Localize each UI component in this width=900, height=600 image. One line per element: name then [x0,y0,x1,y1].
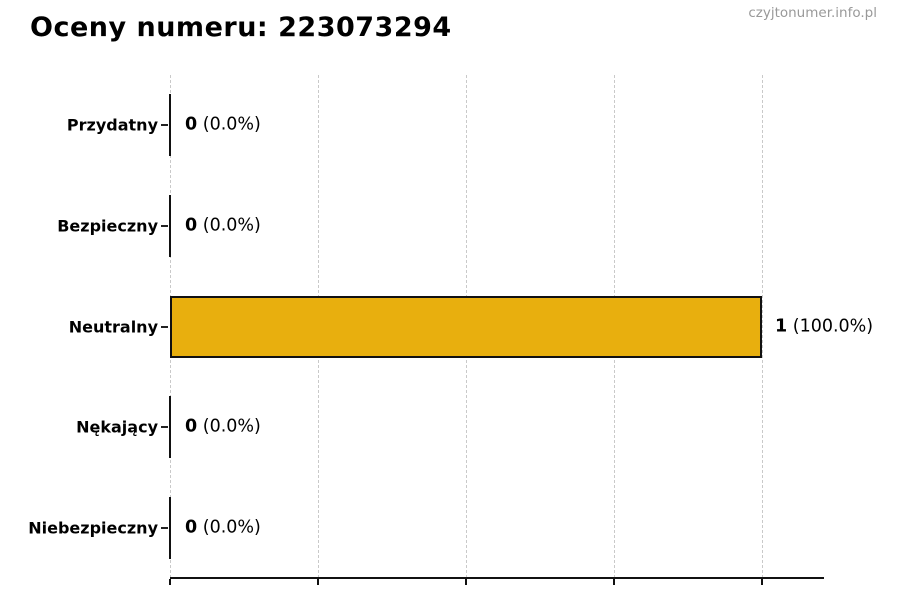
x-axis-tick [317,579,319,585]
bar-neutralny [170,295,762,358]
gridline [761,75,763,578]
zero-bar-nękający [169,396,171,459]
category-label: Neutralny [68,317,158,336]
value-count: 0 [185,215,198,236]
x-axis-tick [169,579,171,585]
category-label: Bezpieczny [57,216,158,236]
category-label: Niebezpieczny [28,518,158,538]
chart-title: Oceny numeru: 223073294 [30,12,452,43]
zero-bar-niebezpieczny [169,496,171,559]
value-label: 0 (0.0%) [185,517,261,537]
y-axis-tick [161,224,168,227]
value-count: 1 [775,316,788,337]
category-label: Przydatny [66,115,158,135]
value-percent: (0.0%) [197,517,261,538]
x-axis-tick [761,579,763,585]
value-count: 0 [185,416,198,437]
y-axis-tick [161,526,168,529]
y-axis-tick [161,325,168,328]
value-percent: (0.0%) [197,215,261,236]
value-percent: (0.0%) [197,416,261,437]
value-percent: (0.0%) [197,114,261,135]
y-axis-tick [161,426,168,429]
value-percent: (100.0%) [787,316,874,337]
value-label: 1 (100.0%) [775,316,873,336]
x-axis-tick [465,579,467,585]
y-axis-tick [161,124,168,127]
x-axis-tick [613,579,615,585]
value-label: 0 (0.0%) [185,115,261,135]
category-label: Nękający [76,417,158,437]
value-count: 0 [185,517,198,538]
zero-bar-bezpieczny [169,194,171,257]
value-label: 0 (0.0%) [185,215,261,235]
x-axis-line [170,577,824,579]
zero-bar-przydatny [169,94,171,157]
value-label: 0 (0.0%) [185,417,261,437]
watermark-text: czyjtonumer.info.pl [748,5,877,21]
value-count: 0 [185,114,198,135]
